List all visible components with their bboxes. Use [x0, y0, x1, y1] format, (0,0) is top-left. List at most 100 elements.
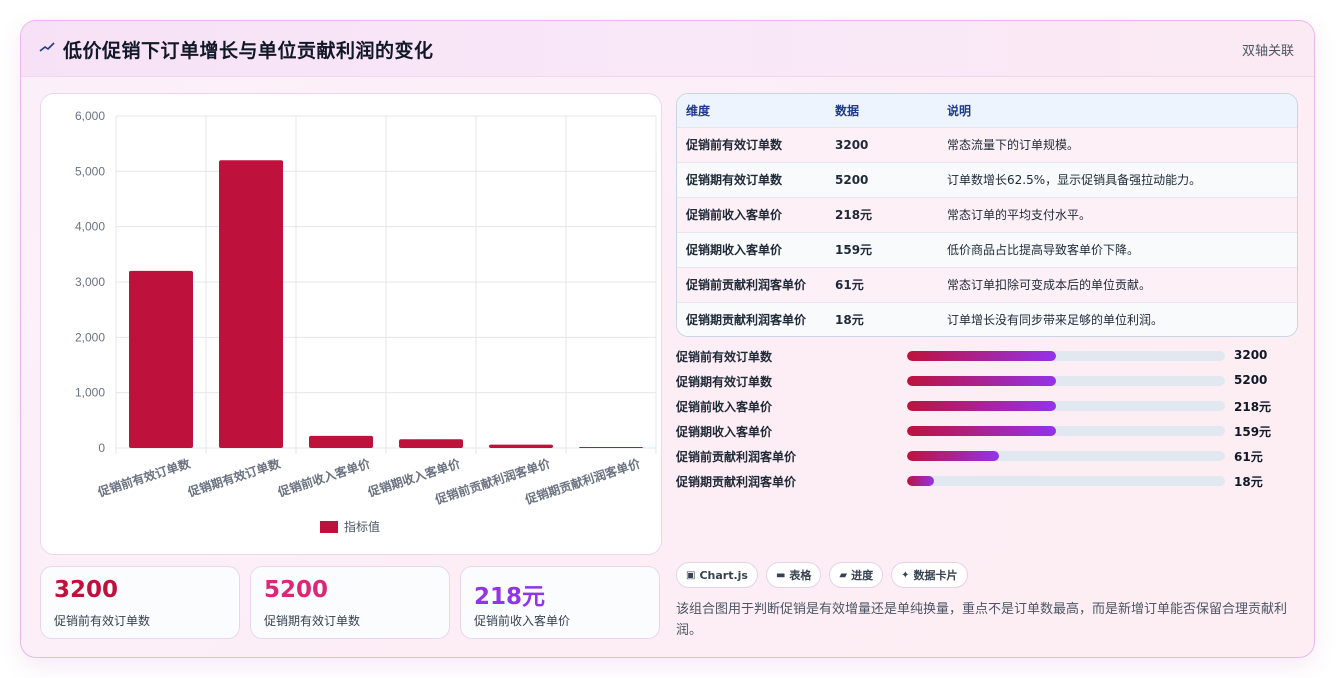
table-cell: 促销期收入客单价 — [686, 243, 783, 257]
chip-label: 表格 — [789, 569, 812, 582]
table-cell: 218元 — [835, 208, 873, 222]
progress-track — [907, 476, 1225, 486]
bar — [129, 270, 193, 448]
chip-chartjs[interactable]: ▣ Chart.js — [676, 562, 758, 588]
chip-label: 进度 — [851, 569, 874, 582]
y-tick-label: 6,000 — [75, 109, 105, 123]
progress-icon: ▰ — [839, 569, 848, 581]
y-tick-label: 0 — [98, 441, 105, 455]
progress-value: 61元 — [1234, 450, 1263, 464]
bar-chart-panel: 6,000 5,000 4,000 3,000 2,000 1,000 0 促销前有效订单数促… — [40, 93, 662, 555]
progress-label: 促销期有效订单数 — [676, 375, 773, 389]
stat-value: 3200 — [54, 577, 119, 603]
table-cell: 订单增长没有同步带来足够的单位利润。 — [947, 313, 1164, 328]
progress-row: 促销前贡献利润客单价 61元 — [676, 446, 1298, 466]
progress-value: 218元 — [1234, 400, 1272, 414]
table-cell: 促销前有效订单数 — [686, 138, 783, 152]
y-tick-label: 5,000 — [75, 164, 105, 178]
x-tick-label: 促销前有效订单数 — [95, 455, 193, 500]
x-tick-label: 促销期有效订单数 — [185, 455, 283, 500]
x-tick-label: 促销前收入客单价 — [275, 455, 373, 500]
stat-label: 促销前收入客单价 — [474, 614, 571, 628]
table-cell: 低价商品占比提高导致客单价下降。 — [947, 243, 1140, 257]
bar — [579, 447, 643, 448]
bar — [399, 439, 463, 448]
stat-label: 促销前有效订单数 — [54, 614, 151, 628]
progress-value: 3200 — [1234, 348, 1268, 362]
progress-fill — [907, 376, 1057, 386]
progress-fill — [907, 426, 1057, 436]
chip-table[interactable]: ▬ 表格 — [765, 562, 822, 588]
table-row: 促销前收入客单价 218元 常态订单的平均支付水平。 — [677, 197, 1297, 232]
column-header-data: 数据 — [835, 103, 860, 118]
stat-value: 218元 — [474, 584, 546, 610]
table-cell: 常态订单扣除可变成本后的单位贡献。 — [947, 278, 1152, 292]
y-tick-label: 4,000 — [75, 220, 105, 234]
progress-fill — [907, 451, 1000, 461]
progress-row: 促销期有效订单数 5200 — [676, 371, 1298, 391]
table-cell: 18元 — [835, 313, 864, 328]
table-cell: 61元 — [835, 278, 864, 292]
progress-fill — [907, 401, 1057, 411]
table-row: 促销前贡献利润客单价 61元 常态订单扣除可变成本后的单位贡献。 — [677, 267, 1297, 302]
column-header-note: 说明 — [947, 103, 972, 118]
progress-value: 159元 — [1234, 425, 1272, 439]
sparkle-icon: ✦ — [901, 569, 910, 581]
progress-row: 促销期贡献利润客单价 18元 — [676, 471, 1298, 491]
progress-track — [907, 401, 1225, 411]
bar-chart: 6,0005,0004,0003,0002,0001,0000促销前有效订单数促… — [75, 109, 657, 507]
legend-swatch — [320, 520, 338, 533]
progress-label: 促销期收入客单价 — [676, 425, 773, 439]
table-cell: 订单数增长62.5%，显示促销具备强拉动能力。 — [947, 173, 1202, 187]
table-cell: 促销前收入客单价 — [686, 208, 783, 222]
data-table: 维度 数据 说明 促销前有效订单数 3200 常态流量下的订单规模。 促销期有效… — [676, 93, 1298, 337]
table-row: 促销期有效订单数 5200 订单数增长62.5%，显示促销具备强拉动能力。 — [677, 162, 1297, 197]
table-cell: 3200 — [835, 137, 869, 152]
line-chart-icon — [39, 42, 55, 52]
table-icon: ▬ — [775, 569, 786, 581]
table-row: 促销期收入客单价 159元 低价商品占比提高导致客单价下降。 — [677, 232, 1297, 267]
progress-track — [907, 426, 1225, 436]
chip-label: Chart.js — [699, 568, 748, 582]
progress-value: 18元 — [1234, 475, 1263, 489]
y-tick-label: 2,000 — [75, 330, 105, 344]
chart-legend[interactable]: 指标值 — [320, 518, 380, 535]
progress-label: 促销前收入客单价 — [676, 400, 773, 414]
table-cell: 促销前贡献利润客单价 — [686, 278, 807, 292]
bar — [309, 435, 373, 448]
legend-label: 指标值 — [344, 520, 381, 534]
table-cell: 促销期有效订单数 — [686, 173, 783, 187]
chip-data-card[interactable]: ✦ 数据卡片 — [891, 562, 968, 588]
bar — [489, 444, 553, 448]
progress-row: 促销期收入客单价 159元 — [676, 421, 1298, 441]
stat-card-aov-before: 218元 促销前收入客单价 — [460, 566, 660, 639]
progress-label: 促销前有效订单数 — [676, 350, 773, 364]
table-header-row: 维度 数据 说明 — [677, 94, 1297, 127]
table-row: 促销期贡献利润客单价 18元 订单增长没有同步带来足够的单位利润。 — [677, 302, 1297, 336]
stat-label: 促销期有效订单数 — [264, 614, 361, 628]
progress-fill — [907, 351, 1057, 361]
progress-track — [907, 376, 1225, 386]
page-title: 低价促销下订单增长与单位贡献利润的变化 — [63, 40, 434, 62]
table-cell: 常态订单的平均支付水平。 — [947, 208, 1092, 222]
stat-card-orders-before: 3200 促销前有效订单数 — [40, 566, 240, 639]
progress-label: 促销前贡献利润客单价 — [676, 450, 797, 464]
chip-progress[interactable]: ▰ 进度 — [829, 562, 884, 588]
chart-description: 该组合图用于判断促销是有效增量还是单纯换量，重点不是订单数最高，而是新增订单能否… — [676, 602, 1288, 638]
table-cell: 促销期贡献利润客单价 — [686, 313, 807, 328]
progress-value: 5200 — [1234, 373, 1268, 387]
table-cell: 5200 — [835, 172, 869, 187]
dual-axis-link[interactable]: 双轴关联 — [1241, 44, 1294, 59]
table-cell: 159元 — [835, 243, 873, 257]
progress-fill — [907, 476, 935, 486]
chart-icon: ▣ — [686, 569, 696, 581]
progress-row: 促销前有效订单数 3200 — [676, 346, 1298, 366]
table-cell: 常态流量下的订单规模。 — [947, 138, 1080, 152]
stat-value: 5200 — [264, 577, 329, 603]
card-header: 低价促销下订单增长与单位贡献利润的变化 双轴关联 — [21, 21, 1314, 77]
progress-row: 促销前收入客单价 218元 — [676, 396, 1298, 416]
chip-label: 数据卡片 — [913, 569, 958, 582]
progress-track — [907, 351, 1225, 361]
table-row: 促销前有效订单数 3200 常态流量下的订单规模。 — [677, 127, 1297, 162]
tag-chips: ▣ Chart.js ▬ 表格 ▰ 进度 ✦ 数据卡片 — [676, 562, 968, 588]
